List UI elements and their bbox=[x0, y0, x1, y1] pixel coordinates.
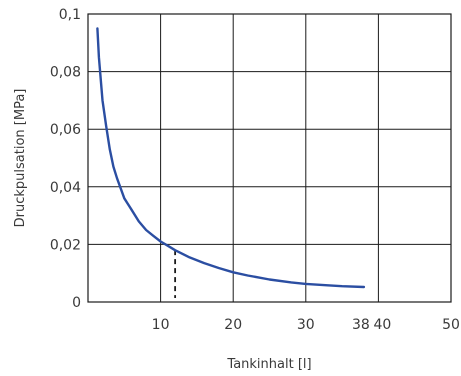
x-tick-label: 40 bbox=[373, 317, 391, 333]
grid bbox=[88, 14, 451, 302]
x-tick-label: 10 bbox=[152, 317, 170, 333]
x-axis-label: Tankinhalt [l] bbox=[226, 357, 311, 372]
y-tick-label: 0,1 bbox=[59, 7, 81, 23]
x-tick-label: 50 bbox=[442, 317, 460, 333]
x-tick-label: 20 bbox=[224, 317, 242, 333]
y-tick-label: 0,06 bbox=[50, 122, 81, 138]
y-tick-label: 0,04 bbox=[50, 180, 81, 196]
y-tick-label: 0 bbox=[72, 295, 81, 311]
x-tick-label: 30 bbox=[297, 317, 315, 333]
y-tick-label: 0,02 bbox=[50, 237, 81, 253]
y-axis: 0 0,02 0,04 0,06 0,08 0,1 bbox=[50, 7, 81, 311]
y-tick-label: 0,08 bbox=[50, 65, 81, 81]
x-tick-label: 38 bbox=[352, 317, 370, 333]
x-axis: 10 20 30 38 40 50 bbox=[152, 317, 460, 333]
plot-frame bbox=[87, 13, 452, 303]
y-axis-label: Druckpulsation [MPa] bbox=[13, 89, 28, 228]
series-line bbox=[96, 27, 366, 289]
